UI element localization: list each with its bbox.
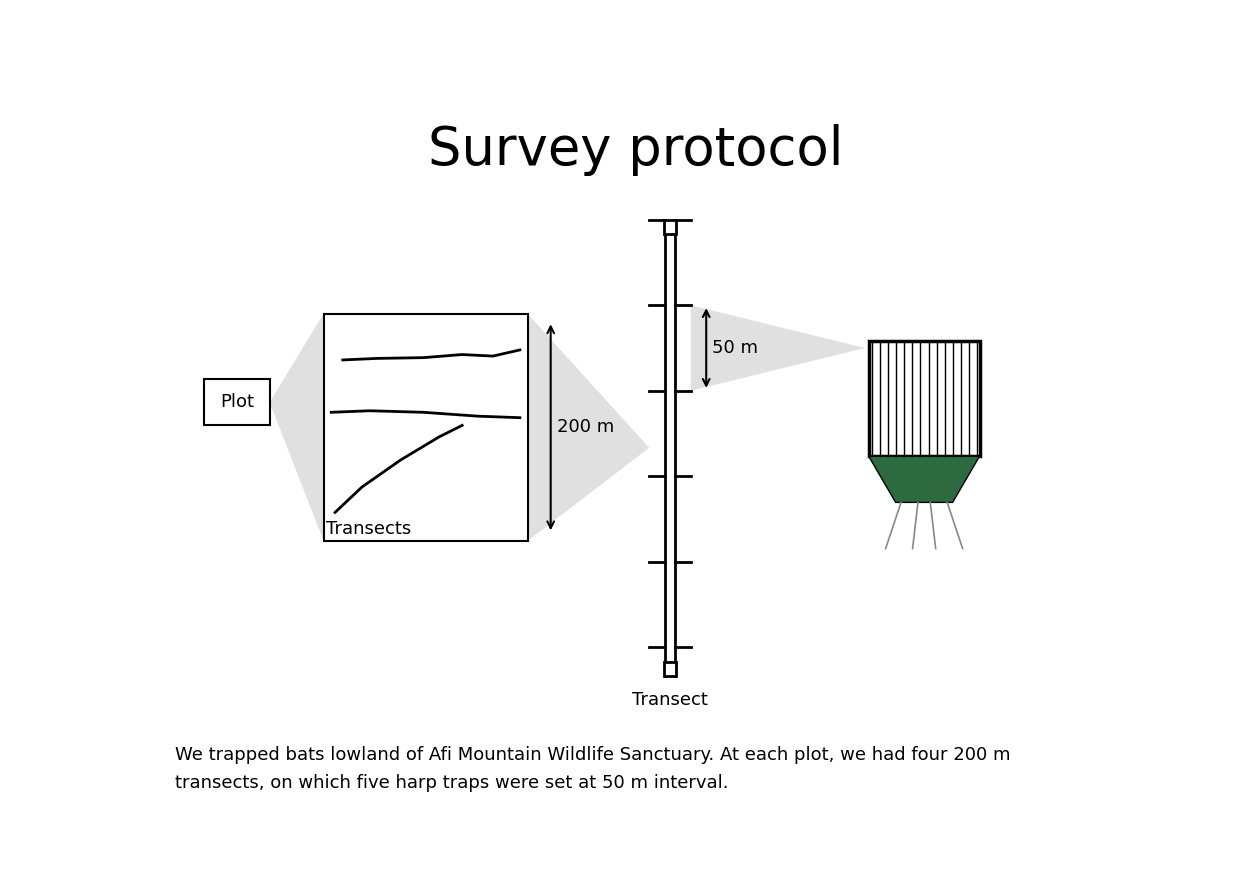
Bar xyxy=(664,662,676,676)
Bar xyxy=(664,220,676,234)
Text: We trapped bats lowland of Afi Mountain Wildlife Sanctuary. At each plot, we had: We trapped bats lowland of Afi Mountain … xyxy=(175,746,1011,792)
Polygon shape xyxy=(691,305,865,391)
Bar xyxy=(323,314,528,541)
Polygon shape xyxy=(528,314,649,541)
Text: 50 m: 50 m xyxy=(712,339,758,357)
Text: Transects: Transects xyxy=(326,519,411,537)
Polygon shape xyxy=(869,456,980,503)
Text: Plot: Plot xyxy=(219,393,254,411)
Polygon shape xyxy=(270,314,323,541)
Bar xyxy=(204,379,270,425)
Text: Transect: Transect xyxy=(632,691,707,709)
Text: Survey protocol: Survey protocol xyxy=(427,124,843,176)
Text: 200 m: 200 m xyxy=(556,418,615,437)
Bar xyxy=(869,340,980,456)
